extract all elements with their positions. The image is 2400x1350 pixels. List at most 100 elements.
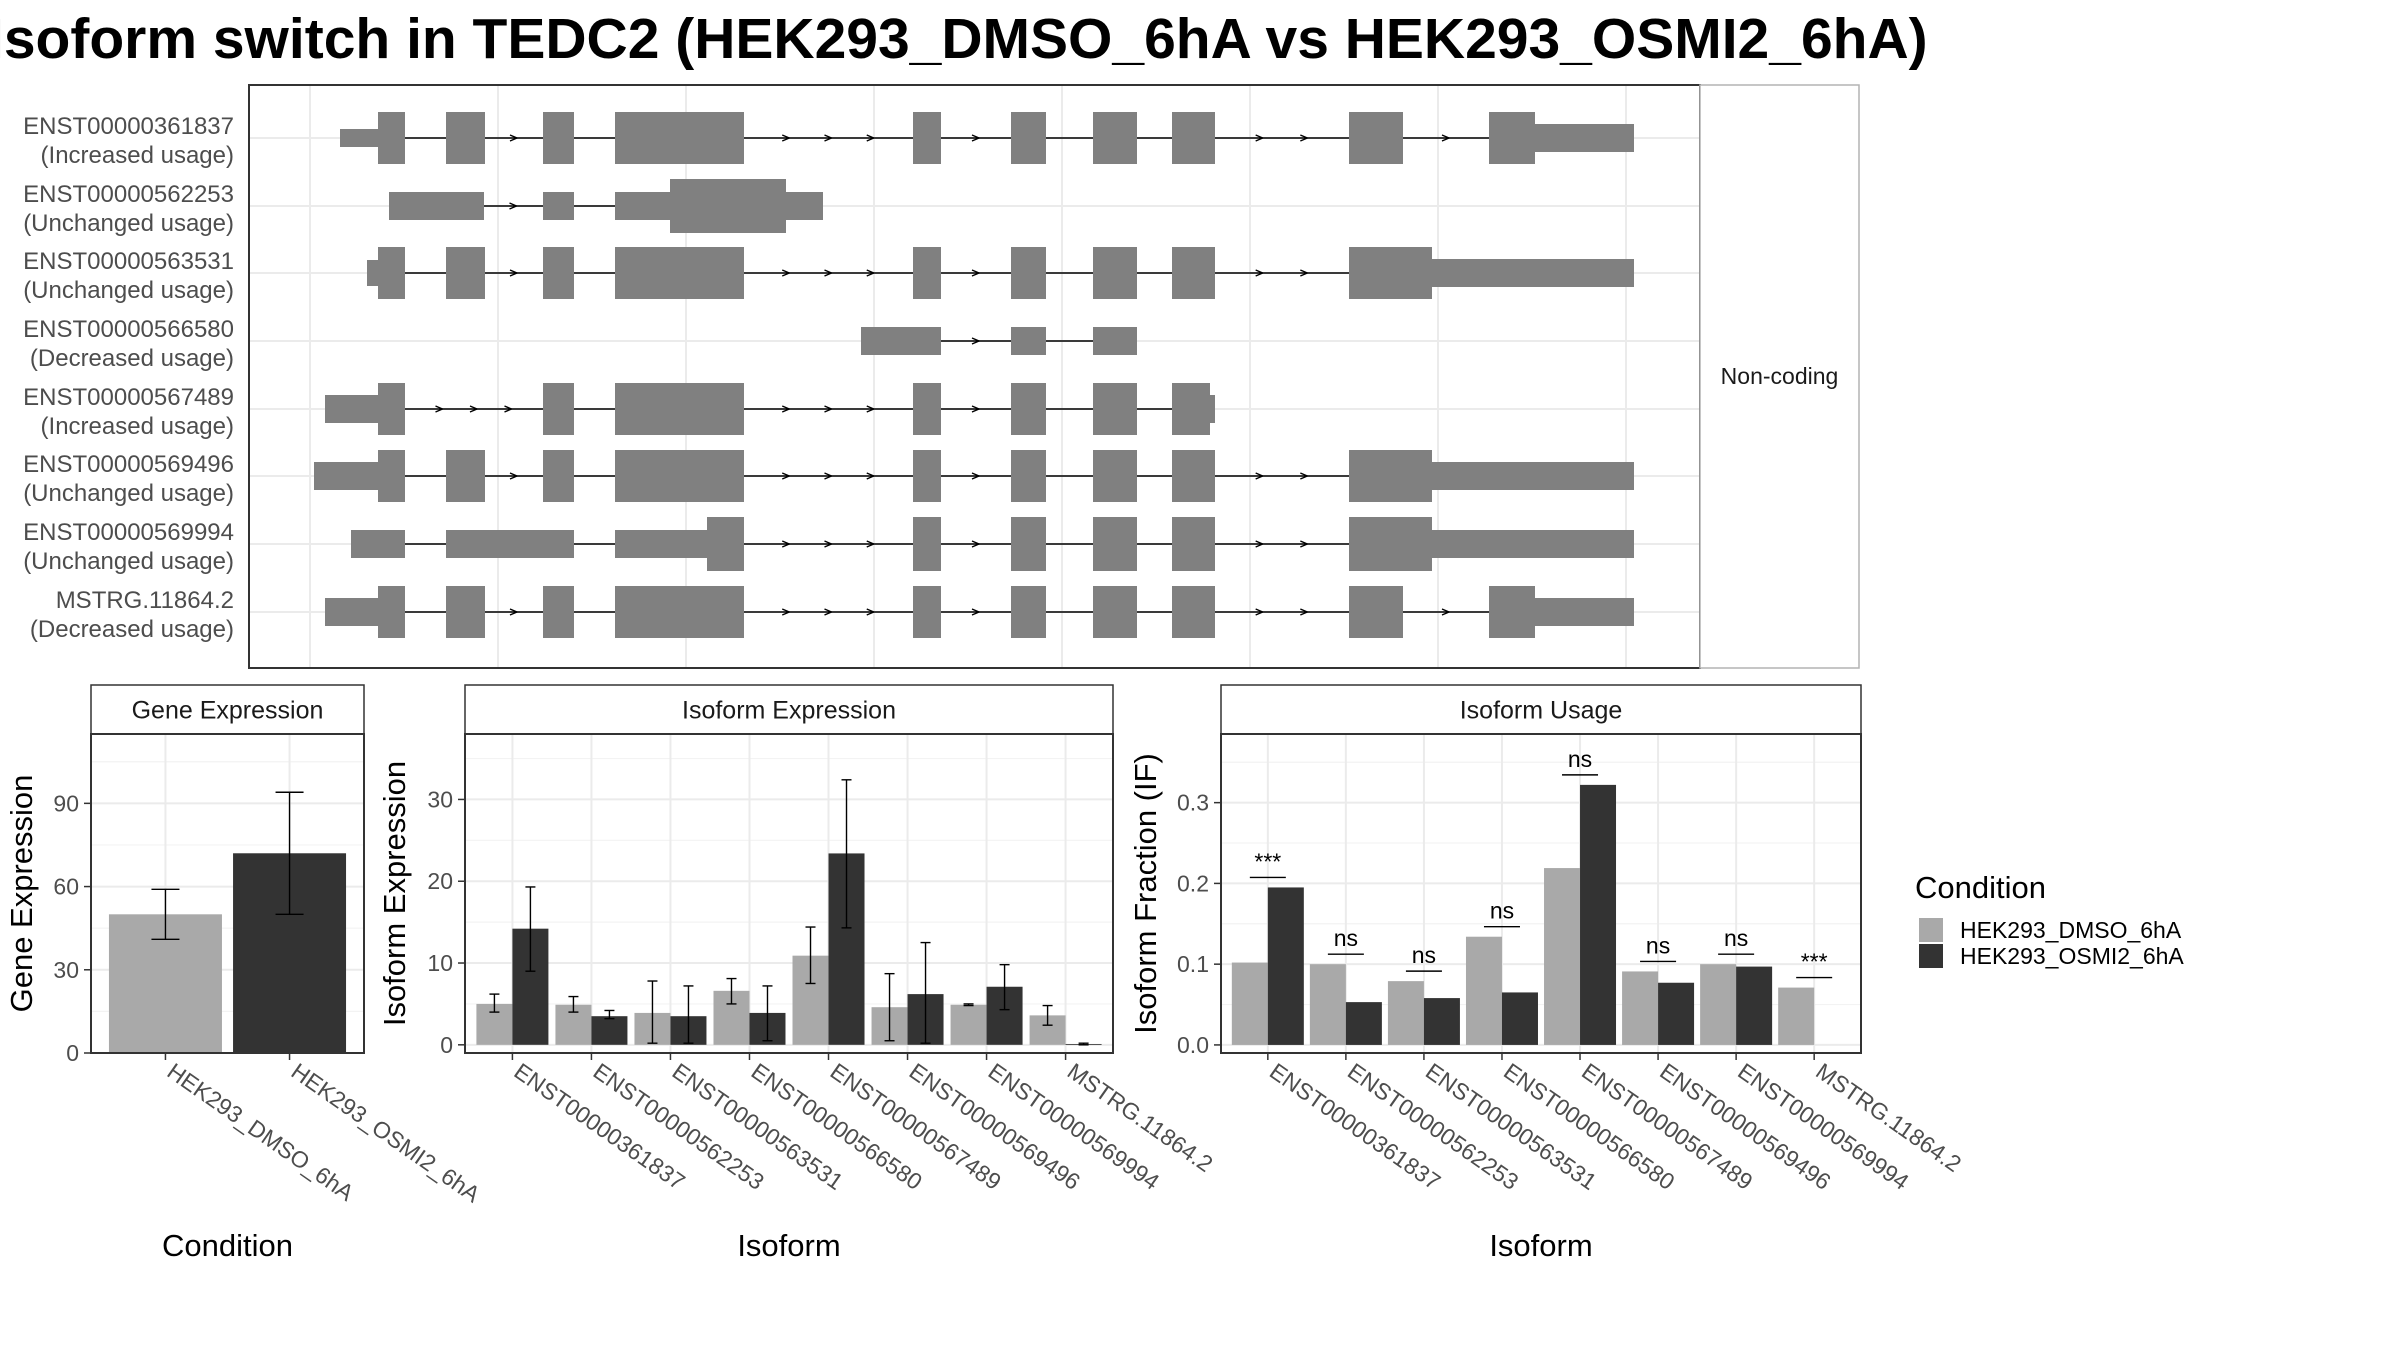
exon-block xyxy=(1011,327,1046,355)
intron-arrow xyxy=(866,134,876,142)
bar xyxy=(1267,887,1304,1045)
bar xyxy=(1544,868,1581,1045)
significance-label: ns xyxy=(1412,942,1436,968)
exon-block xyxy=(1432,530,1634,558)
intron-arrow xyxy=(971,472,981,480)
y-tick-label: 10 xyxy=(427,950,453,976)
exon-block xyxy=(913,383,941,435)
facet-strip xyxy=(1699,84,1860,669)
x-axis-title: Isoform xyxy=(1489,1228,1592,1263)
strip-box xyxy=(90,684,365,735)
exon-block xyxy=(340,129,378,147)
intron-arrow xyxy=(824,540,834,548)
intron-arrow xyxy=(1300,540,1310,548)
legend-label-osmi: HEK293_OSMI2_6hA xyxy=(1960,943,2184,969)
facet-label-non-coding: Non-coding xyxy=(1721,363,1839,389)
exon-block xyxy=(913,112,941,164)
exon-block xyxy=(325,395,378,423)
intron-arrow xyxy=(971,134,981,142)
intron-arrow xyxy=(824,405,834,413)
bar xyxy=(1700,964,1737,1045)
significance-label: ns xyxy=(1490,898,1514,924)
legend-title: Condition xyxy=(1915,870,2046,905)
intron-arrow xyxy=(1300,608,1310,616)
exon-block xyxy=(378,450,405,502)
exon-block xyxy=(913,586,941,638)
exon-block xyxy=(543,450,574,502)
exon-block xyxy=(446,530,574,558)
exon-block xyxy=(543,247,574,299)
exon-block xyxy=(351,530,405,558)
exon-block xyxy=(707,517,744,571)
intron-arrow xyxy=(781,472,792,480)
structure-panel-bg xyxy=(249,85,1700,668)
intron-arrow xyxy=(1255,269,1265,277)
panel-border xyxy=(90,733,365,1054)
exon-block xyxy=(378,247,405,299)
transcript-id-label: ENST00000562253 xyxy=(23,181,234,208)
intron-arrow xyxy=(866,608,876,616)
significance-label: ns xyxy=(1568,746,1592,772)
intron-arrow xyxy=(971,269,981,277)
exon-block xyxy=(378,112,405,164)
exon-block xyxy=(446,450,485,502)
exon-block xyxy=(1489,112,1535,164)
exon-block xyxy=(615,247,744,299)
strip-label: Isoform Expression xyxy=(682,697,896,725)
bar xyxy=(1501,992,1538,1045)
exon-block xyxy=(1011,586,1046,638)
intron-arrow xyxy=(1300,134,1310,142)
intron-arrow xyxy=(509,269,519,277)
intron-arrow xyxy=(509,202,519,210)
intron-arrow xyxy=(866,540,876,548)
exon-block xyxy=(1432,259,1634,287)
y-tick-label: 0.3 xyxy=(1177,790,1209,816)
exon-block xyxy=(913,517,941,571)
bar xyxy=(1465,936,1502,1045)
y-tick-label: 0 xyxy=(66,1040,79,1066)
y-tick-label: 60 xyxy=(53,874,79,900)
intron-arrow xyxy=(509,472,519,480)
y-tick-label: 90 xyxy=(53,790,79,816)
bar xyxy=(1345,1002,1382,1045)
transcript-usage-label: (Decreased usage) xyxy=(30,616,234,643)
panel-border xyxy=(464,733,1114,1054)
transcript-usage-label: (Increased usage) xyxy=(41,142,234,169)
exon-block xyxy=(1349,112,1403,164)
exon-block xyxy=(1093,450,1137,502)
exon-block xyxy=(378,586,405,638)
x-axis-title: Isoform xyxy=(737,1228,840,1263)
figure-title: Isoform switch in TEDC2 (HEK293_DMSO_6hA… xyxy=(0,7,1928,71)
gene-structure-panel: ENST00000361837(Increased usage) ENST0000… xyxy=(23,84,1860,669)
bar xyxy=(1778,987,1815,1045)
exon-block xyxy=(670,179,786,233)
exon-block xyxy=(367,260,378,286)
y-tick-label: 30 xyxy=(427,786,453,812)
y-tick-label: 0 xyxy=(440,1032,453,1058)
exon-block xyxy=(615,192,670,220)
exon-block xyxy=(1210,395,1215,423)
intron-arrow xyxy=(971,405,981,413)
transcript-usage-label: (Unchanged usage) xyxy=(23,548,234,575)
y-tick-label: 0.2 xyxy=(1177,870,1209,896)
intron-arrow xyxy=(781,134,792,142)
intron-arrow xyxy=(469,405,479,413)
exon-block xyxy=(543,192,574,220)
intron-arrow xyxy=(866,405,876,413)
significance-label: ns xyxy=(1646,932,1670,958)
intron-arrow xyxy=(824,472,834,480)
exon-block xyxy=(1093,517,1137,571)
bar xyxy=(1736,966,1773,1045)
intron-arrow xyxy=(1300,472,1310,480)
legend: Condition HEK293_DMSO_6hA HEK293_OSMI2_6… xyxy=(1915,870,2184,969)
exon-block xyxy=(1093,327,1137,355)
bar xyxy=(950,1004,987,1045)
bar xyxy=(1580,784,1617,1045)
isoform-expression-panel: Isoform Expression0102030ENST00000361837… xyxy=(377,684,1218,1263)
transcript-usage-label: (Unchanged usage) xyxy=(23,480,234,507)
transcript-id-label: ENST00000361837 xyxy=(23,113,234,140)
exon-block xyxy=(543,112,574,164)
exon-block xyxy=(1011,383,1046,435)
y-axis-title: Isoform Fraction (IF) xyxy=(1128,753,1163,1034)
transcript-id-label: MSTRG.11864.2 xyxy=(56,587,234,614)
